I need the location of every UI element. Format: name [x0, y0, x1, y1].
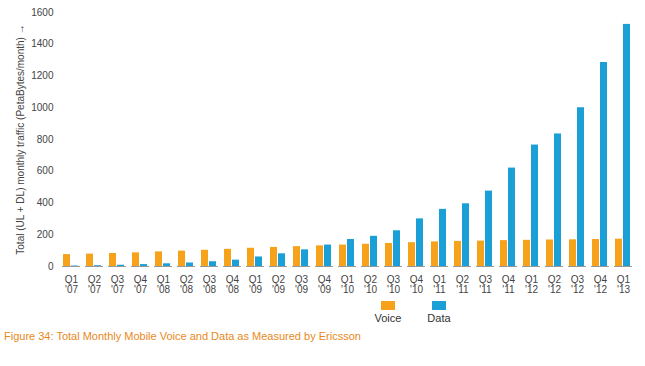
svg-text:Q3'08: Q3'08: [203, 274, 217, 295]
svg-text:Q2'11: Q2'11: [456, 274, 470, 295]
svg-text:800: 800: [37, 134, 54, 145]
svg-text:Q2'12: Q2'12: [548, 274, 562, 295]
svg-text:Q1'07: Q1'07: [65, 274, 79, 295]
svg-text:Q4'08: Q4'08: [226, 274, 240, 295]
html-text:Data: Data: [427, 311, 451, 324]
svg-text:Q3'10: Q3'10: [387, 274, 401, 295]
svg-text:Q2'07: Q2'07: [88, 274, 102, 295]
svg-text:1000: 1000: [31, 102, 54, 113]
svg-text:Q2'08: Q2'08: [180, 274, 194, 295]
svg-text:400: 400: [37, 197, 54, 208]
svg-text:200: 200: [37, 229, 54, 240]
svg-text:Q2'09: Q2'09: [272, 274, 286, 295]
svg-text:Q3'12: Q3'12: [571, 274, 585, 295]
svg-text:0: 0: [48, 261, 54, 272]
svg-text:Q1'09: Q1'09: [249, 274, 263, 295]
svg-text:1600: 1600: [31, 7, 54, 18]
svg-text:Q1'11: Q1'11: [433, 274, 447, 295]
svg-text:1400: 1400: [31, 38, 54, 49]
svg-text:Q4'11: Q4'11: [502, 274, 516, 295]
svg-text:Q2'10: Q2'10: [364, 274, 378, 295]
svg-text:Q3'11: Q3'11: [479, 274, 493, 295]
svg-text:Q4'12: Q4'12: [594, 274, 608, 295]
svg-text:Total (UL + DL) monthly traffi: Total (UL + DL) monthly traffic (PetaByt…: [15, 24, 26, 254]
svg-text:1200: 1200: [31, 70, 54, 81]
svg-text:600: 600: [37, 165, 54, 176]
svg-text:Q1'10: Q1'10: [341, 274, 355, 295]
svg-text:Q4'10: Q4'10: [410, 274, 424, 295]
html-text:Voice: Voice: [374, 311, 402, 324]
svg-text:Q3'09: Q3'09: [295, 274, 309, 295]
svg-text:Q3'07: Q3'07: [111, 274, 125, 295]
svg-text:Q4'09: Q4'09: [318, 274, 332, 295]
html-text:Figure 34: Total Monthly Mobil: Figure 34: Total Monthly Mobile Voice an…: [4, 330, 361, 342]
svg-text:Q1'13: Q1'13: [617, 274, 631, 295]
svg-text:Q1'12: Q1'12: [525, 274, 539, 295]
svg-text:Q1'08: Q1'08: [157, 274, 171, 295]
svg-text:Q4'07: Q4'07: [134, 274, 148, 295]
